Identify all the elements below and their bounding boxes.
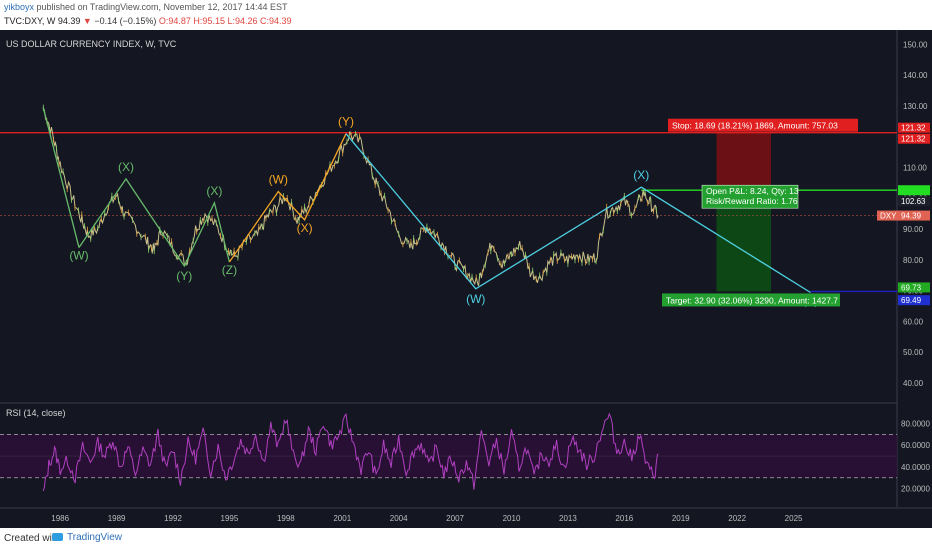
time-tick-label: 2004 bbox=[390, 514, 408, 523]
time-axis[interactable]: 1986 1989 1992 1995 1998 2001 2004 2007 2010 2013… bbox=[0, 507, 932, 523]
wave-label: (W) bbox=[269, 173, 288, 187]
symbol-name: TVC:DXY, W bbox=[4, 16, 56, 26]
wave-orange-line[interactable] bbox=[228, 133, 347, 263]
time-tick-label: 2007 bbox=[446, 514, 464, 523]
wave-label: (Z) bbox=[222, 263, 237, 277]
price-tick-label: 40.00 bbox=[903, 379, 924, 388]
entry-tag bbox=[898, 185, 930, 196]
price-tick-label: 60.00 bbox=[903, 317, 924, 326]
wave-label: (X) bbox=[633, 168, 649, 182]
chart-title: US DOLLAR CURRENCY INDEX, W, TVC bbox=[6, 39, 177, 49]
down-arrow-icon: ▼ bbox=[82, 16, 92, 26]
rsi-series[interactable] bbox=[42, 412, 659, 492]
rsi-tick-label: 80.0000 bbox=[901, 420, 930, 429]
time-tick-label: 2022 bbox=[728, 514, 746, 523]
price-tick-label: 90.00 bbox=[903, 225, 924, 234]
price-tag-text: 94.39 bbox=[901, 212, 922, 221]
time-tick-label: 1992 bbox=[164, 514, 182, 523]
last-price: 94.39 bbox=[57, 16, 81, 26]
chart-area[interactable]: US DOLLAR CURRENCY INDEX, W, TVC 150.00 14… bbox=[0, 30, 932, 528]
price-tag bbox=[898, 133, 930, 144]
price-tag bbox=[898, 295, 930, 306]
price-tag bbox=[898, 282, 930, 293]
time-tick-label: 2010 bbox=[503, 514, 521, 523]
rsi-tick-label: 20.0000 bbox=[901, 485, 930, 494]
pnl-annotation-box bbox=[701, 184, 799, 209]
wave-label: (W) bbox=[466, 292, 485, 306]
time-tick-label: 2001 bbox=[333, 514, 351, 523]
target-annotation-box bbox=[662, 293, 840, 307]
symbol-tag bbox=[877, 210, 898, 221]
price-pane[interactable]: US DOLLAR CURRENCY INDEX, W, TVC 150.00 14… bbox=[0, 30, 930, 507]
wave-cyan-line[interactable] bbox=[345, 133, 811, 294]
publish-info: yikboyx published on TradingView.com, No… bbox=[4, 2, 288, 12]
rsi-tick-label: 40.0000 bbox=[901, 463, 930, 472]
price-tag-text: 121.32 bbox=[901, 135, 926, 144]
price-tag-text: 102.63 bbox=[901, 197, 926, 206]
author-link[interactable]: yikboyx bbox=[4, 2, 35, 12]
time-tick-label: 1998 bbox=[277, 514, 295, 523]
time-tick-label: 2013 bbox=[559, 514, 577, 523]
rsi-pane[interactable]: RSI (14, close) 80.0000 60.0000 40.0000 20.0… bbox=[0, 402, 930, 494]
footer: Created with TradingView bbox=[0, 528, 932, 550]
time-tick-label: 1995 bbox=[221, 514, 239, 523]
symbol-tag-text: DXY bbox=[880, 212, 897, 221]
created-with-text: Created with bbox=[4, 533, 61, 544]
wave-label: (Y) bbox=[176, 269, 192, 283]
price-tag-text: 69.49 bbox=[901, 296, 922, 305]
time-tick-label: 2019 bbox=[672, 514, 690, 523]
time-tick-label: 2016 bbox=[615, 514, 633, 523]
time-tick-label: 1986 bbox=[51, 514, 69, 523]
time-tick-label: 1989 bbox=[108, 514, 126, 523]
target-annotation-text: Target: 32.90 (32.06%) 3290, Amount: 142… bbox=[666, 295, 838, 305]
stop-zone bbox=[716, 132, 772, 191]
tradingview-icon bbox=[52, 533, 63, 542]
price-tag bbox=[898, 196, 930, 207]
wave-label: (X) bbox=[118, 160, 134, 174]
symbol-info: TVC:DXY, W 94.39 ▼ −0.14 (−0.15%) O:94.8… bbox=[4, 16, 292, 26]
price-tick-label: 130.00 bbox=[903, 102, 928, 111]
wave-label: (W) bbox=[69, 249, 88, 263]
wave-green-line[interactable] bbox=[78, 177, 231, 268]
wave-label: (X) bbox=[206, 184, 222, 198]
rsi-tick-label: 60.0000 bbox=[901, 441, 930, 450]
rsi-title: RSI (14, close) bbox=[6, 408, 66, 418]
price-tag-text: 121.32 bbox=[901, 124, 926, 133]
wave-green-start[interactable] bbox=[42, 107, 80, 248]
chart-header: yikboyx published on TradingView.com, No… bbox=[0, 0, 932, 30]
stop-annotation-text: Stop: 18.69 (18.21%) 1869, Amount: 757.0… bbox=[672, 121, 838, 131]
stop-annotation-box bbox=[668, 118, 858, 132]
price-tag-text: 69.73 bbox=[901, 283, 922, 292]
wave-label: (X) bbox=[297, 221, 313, 235]
publish-text: published on TradingView.com, November 1… bbox=[36, 2, 288, 12]
price-tick-label: 110.00 bbox=[903, 164, 927, 173]
tradingview-logo[interactable]: TradingView bbox=[52, 532, 122, 543]
ohlc-values: O:94.87 H:95.15 L:94.26 C:94.39 bbox=[158, 16, 292, 26]
tradingview-brand-text: TradingView bbox=[67, 532, 123, 543]
price-tick-label: 80.00 bbox=[903, 256, 924, 265]
price-tag bbox=[898, 122, 930, 133]
price-tick-label: 50.00 bbox=[903, 348, 924, 357]
pnl-annotation-text: Open P&L: 8.24, Qty: 13 bbox=[706, 186, 799, 196]
wave-label: (Y) bbox=[338, 115, 354, 129]
risk-reward-text: Risk/Reward Ratio: 1.76 bbox=[706, 196, 798, 206]
price-change: −0.14 (−0.15%) bbox=[94, 16, 157, 26]
time-tick-label: 2025 bbox=[785, 514, 803, 523]
price-tick-label: 140.00 bbox=[903, 71, 928, 80]
price-tag bbox=[898, 210, 930, 221]
price-series[interactable] bbox=[42, 107, 659, 286]
price-tick-label: 150.00 bbox=[903, 40, 928, 49]
